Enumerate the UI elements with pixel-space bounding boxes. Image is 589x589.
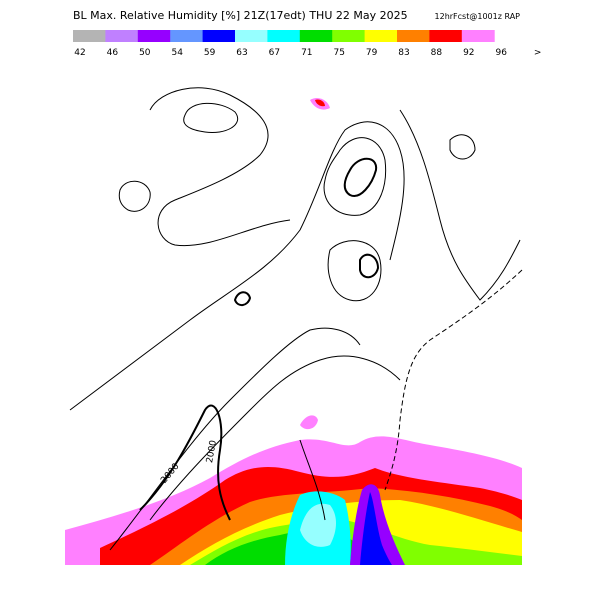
contour <box>233 291 252 306</box>
legend-label: 54 <box>171 48 183 58</box>
legend-label: 75 <box>333 48 344 58</box>
contour <box>149 87 291 247</box>
contour <box>323 137 387 216</box>
contour <box>109 327 361 551</box>
contour-label: 2000 <box>205 439 219 464</box>
legend-label: 59 <box>204 48 216 58</box>
legend-swatch <box>137 30 171 42</box>
contour <box>384 269 523 491</box>
legend-swatch <box>364 30 398 42</box>
contour <box>449 134 476 160</box>
contour <box>118 180 151 212</box>
legend-label: 50 <box>139 48 151 58</box>
field-patch <box>315 99 325 107</box>
contour <box>399 109 521 301</box>
contour <box>69 121 405 411</box>
contour <box>183 102 238 134</box>
contour <box>139 404 231 521</box>
legend-label: 96 <box>495 48 507 58</box>
legend-swatch <box>202 30 236 42</box>
field-63 <box>300 503 336 547</box>
legend-label: 63 <box>236 48 247 58</box>
field-59 <box>360 492 392 565</box>
legend-label: 71 <box>301 48 312 58</box>
legend-swatch <box>461 30 495 42</box>
legend-label: 46 <box>107 48 119 58</box>
legend-label: 79 <box>366 48 378 58</box>
legend-swatch <box>170 30 204 42</box>
legend-label: 42 <box>74 48 85 58</box>
field-patch <box>300 415 318 430</box>
contour <box>149 355 401 521</box>
forecast-label: 12hrFcst@1001z RAP <box>435 12 521 21</box>
legend-swatch <box>299 30 333 42</box>
contour <box>299 439 326 521</box>
legend-label: > <box>534 48 542 58</box>
contour <box>343 157 378 197</box>
map: 2000 2000 <box>65 65 523 565</box>
contour <box>327 240 382 302</box>
legend-swatch <box>235 30 268 42</box>
legend-label: 88 <box>431 48 443 58</box>
legend-swatch <box>105 30 139 42</box>
color-legend: 42 46 50 54 59 63 67 71 75 79 83 88 92 96 > <box>73 30 541 58</box>
legend-swatch <box>267 30 301 42</box>
legend-label: 92 <box>463 48 474 58</box>
title: BL Max. Relative Humidity [%] 21Z(17edt)… <box>73 9 408 22</box>
legend-swatch <box>332 30 366 42</box>
contour <box>359 253 380 279</box>
legend-swatch <box>397 30 430 42</box>
legend-swatch <box>429 30 463 42</box>
legend-label: 83 <box>398 48 409 58</box>
legend-swatch <box>73 30 106 42</box>
legend-label: 67 <box>269 48 280 58</box>
